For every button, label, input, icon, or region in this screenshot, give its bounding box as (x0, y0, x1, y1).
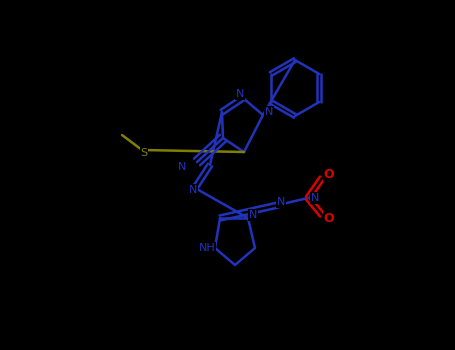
Text: S: S (141, 148, 147, 158)
Text: N: N (178, 162, 186, 172)
Text: N: N (189, 185, 197, 195)
Text: N: N (265, 107, 273, 117)
Text: O: O (324, 211, 334, 224)
Text: N: N (311, 193, 319, 203)
Text: N: N (236, 89, 244, 99)
Text: NH: NH (199, 243, 215, 253)
Text: N: N (277, 197, 285, 207)
Text: N: N (249, 210, 257, 220)
Text: O: O (324, 168, 334, 182)
